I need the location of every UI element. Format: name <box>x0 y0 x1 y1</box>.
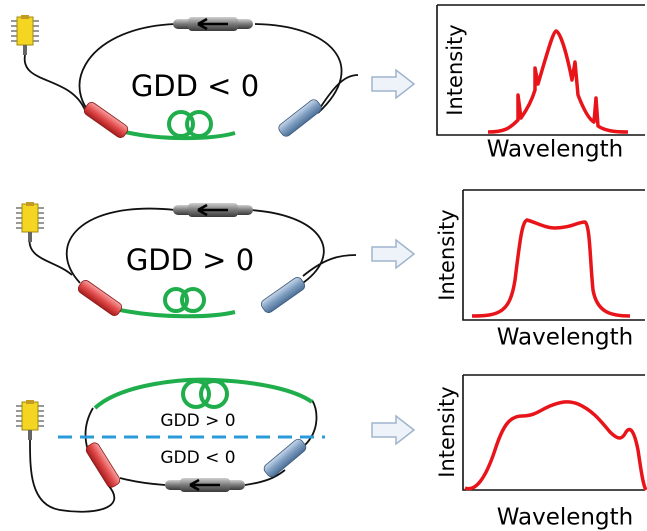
gdd-label: GDD < 0 <box>131 69 259 103</box>
panel-3: GDD > 0 GDD < 0 Intensity Wavelength <box>16 375 646 531</box>
output-fiber <box>303 255 356 276</box>
arrow <box>372 416 414 444</box>
laser-diode <box>16 202 44 242</box>
coupler <box>277 98 323 139</box>
coupler <box>259 276 306 315</box>
lead-fiber <box>29 236 72 275</box>
spectrum <box>465 402 646 490</box>
plot-axes <box>463 375 645 490</box>
coupler <box>262 437 308 479</box>
laser-diode <box>16 400 44 440</box>
isolator <box>173 17 253 31</box>
x-axis-label: Wavelength <box>487 137 623 163</box>
panel-2: GDD > 0 Intensity Wavelength <box>16 190 645 351</box>
panel-1: GDD < 0 Intensity Wavelength <box>11 5 645 163</box>
arrow <box>372 70 414 98</box>
isolator <box>173 203 253 217</box>
y-axis-label: Intensity <box>435 386 459 477</box>
gdd-label: GDD > 0 <box>126 243 254 277</box>
x-axis-label: Wavelength <box>497 325 633 351</box>
output-fiber <box>320 75 358 108</box>
lead-fiber <box>25 55 85 110</box>
y-axis-label: Intensity <box>435 209 459 300</box>
coil <box>187 112 211 136</box>
isolator <box>165 478 245 492</box>
spectrum <box>472 220 630 316</box>
gdd-label: GDD > 0 <box>160 411 235 431</box>
figure: GDD < 0 Intensity Wavelength GDD > 0 Int… <box>0 0 647 531</box>
y-axis-label: Intensity <box>443 24 467 115</box>
laser-diode <box>11 15 39 55</box>
plot-axes <box>463 190 645 320</box>
coupler <box>82 101 129 140</box>
coupler <box>76 279 123 318</box>
arrow <box>372 240 414 268</box>
x-axis-label: Wavelength <box>497 505 633 531</box>
spectrum <box>488 31 628 132</box>
coil <box>201 381 227 407</box>
coupler <box>84 441 121 489</box>
gdd-label: GDD < 0 <box>160 448 235 468</box>
